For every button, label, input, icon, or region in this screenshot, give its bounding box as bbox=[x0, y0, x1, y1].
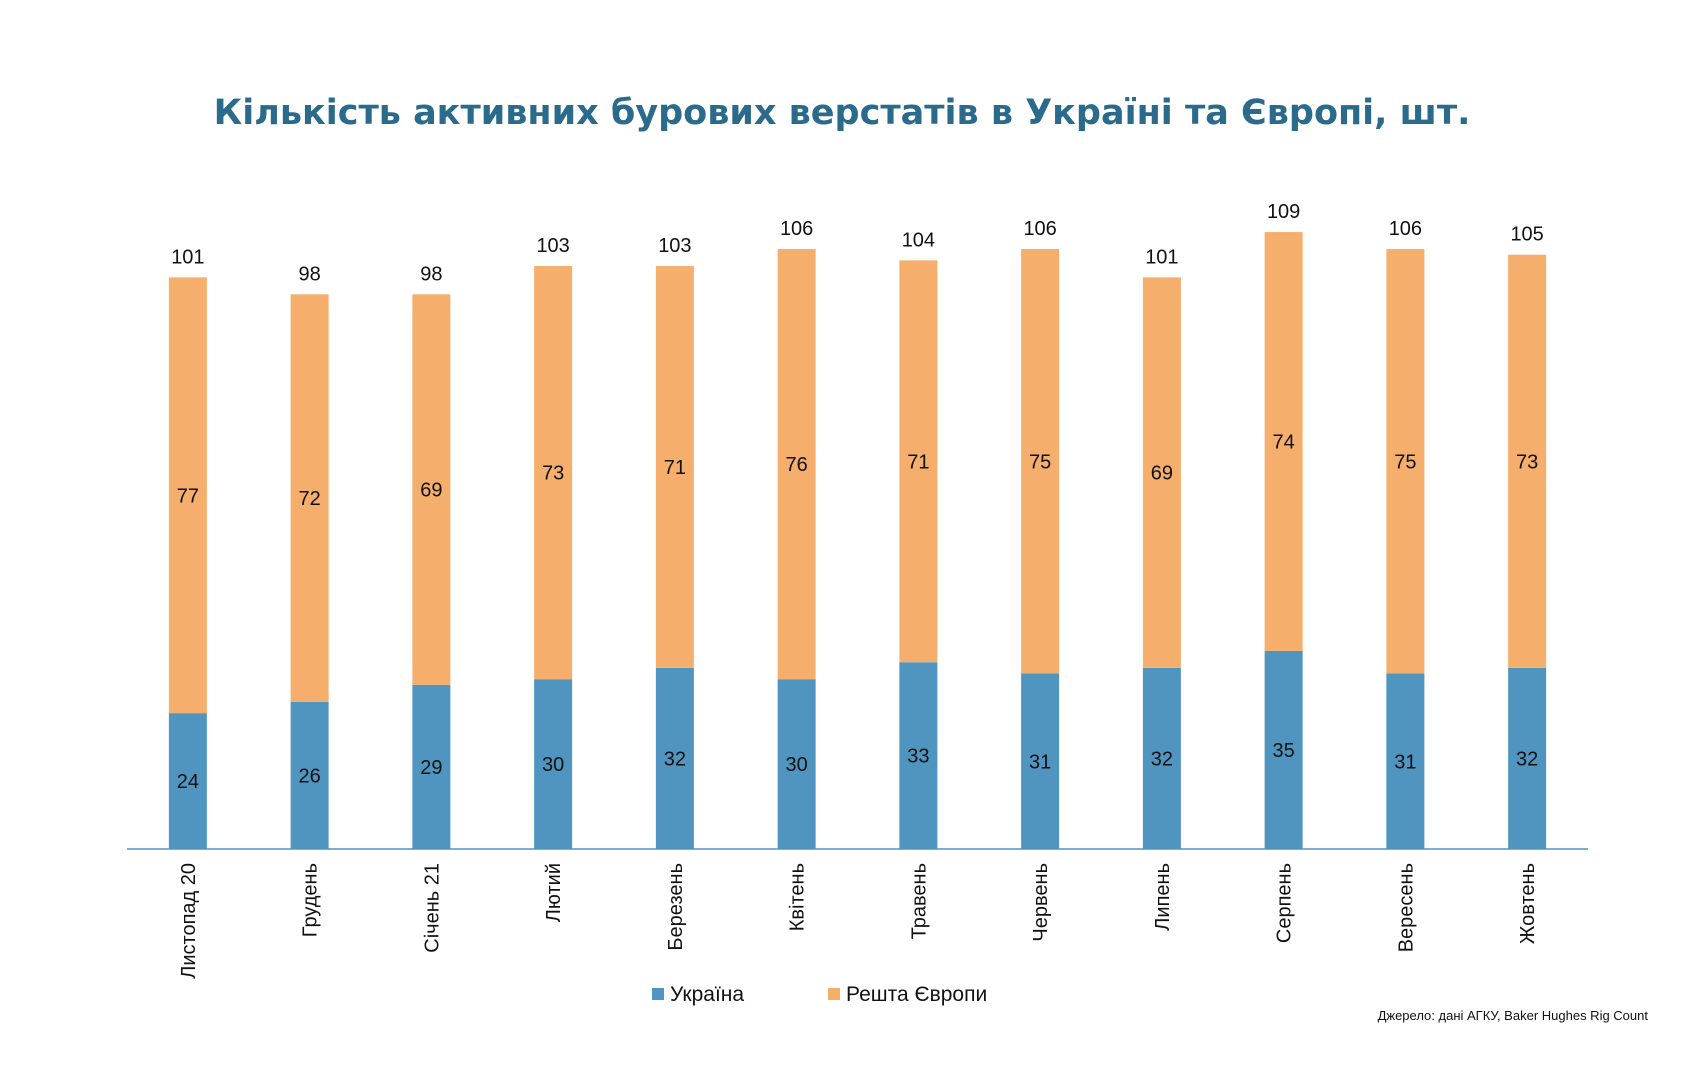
x-tick-label-5: Квітень bbox=[787, 863, 809, 931]
bar-ukraine-1 bbox=[290, 701, 329, 849]
bar-rest-of-europe-4 bbox=[655, 266, 694, 668]
data-label-ukraine-11: 32 bbox=[1516, 748, 1538, 770]
x-tick-label-10: Вересень bbox=[1395, 863, 1417, 952]
x-tick-label-8: Липень bbox=[1152, 863, 1174, 931]
data-label-rest-of-europe-1: 72 bbox=[299, 488, 321, 510]
bar-ukraine-11 bbox=[1508, 667, 1547, 849]
data-label-rest-of-europe-3: 73 bbox=[542, 463, 564, 485]
bar-ukraine-5 bbox=[777, 679, 816, 849]
x-tick-label-0: Листопад 20 bbox=[178, 863, 200, 979]
data-label-rest-of-europe-8: 69 bbox=[1151, 463, 1173, 485]
bar-ukraine-6 bbox=[899, 662, 938, 849]
data-label-ukraine-7: 31 bbox=[1029, 751, 1051, 773]
x-tick-label-2: Січень 21 bbox=[421, 863, 443, 953]
legend-swatch-ukraine bbox=[652, 988, 664, 1000]
data-label-ukraine-1: 26 bbox=[299, 765, 321, 787]
bar-ukraine-8 bbox=[1142, 667, 1181, 849]
bar-rest-of-europe-8 bbox=[1142, 277, 1181, 668]
data-label-total-0: 101 bbox=[171, 246, 204, 268]
chart-title: Кількість активних бурових верстатів в У… bbox=[214, 93, 1471, 133]
bar-ukraine-7 bbox=[1021, 673, 1060, 849]
data-label-ukraine-8: 32 bbox=[1151, 748, 1173, 770]
x-tick-label-6: Травень bbox=[908, 863, 930, 939]
data-label-rest-of-europe-2: 69 bbox=[420, 480, 442, 502]
x-tick-label-7: Червень bbox=[1030, 863, 1052, 942]
legend: Україна Решта Європи bbox=[652, 983, 987, 1006]
data-label-total-7: 106 bbox=[1023, 218, 1056, 240]
data-label-rest-of-europe-7: 75 bbox=[1029, 451, 1051, 473]
data-label-rest-of-europe-9: 74 bbox=[1273, 431, 1295, 453]
data-label-rest-of-europe-4: 71 bbox=[664, 457, 686, 479]
data-label-ukraine-9: 35 bbox=[1273, 740, 1295, 762]
data-label-rest-of-europe-0: 77 bbox=[177, 485, 199, 507]
bar-rest-of-europe-2 bbox=[412, 294, 451, 685]
legend-swatch-rest-of-europe bbox=[828, 988, 840, 1000]
data-label-rest-of-europe-5: 76 bbox=[786, 454, 808, 476]
bar-rest-of-europe-7 bbox=[1021, 249, 1060, 674]
bar-rest-of-europe-9 bbox=[1264, 232, 1303, 651]
data-label-ukraine-10: 31 bbox=[1394, 751, 1416, 773]
data-label-total-8: 101 bbox=[1145, 246, 1178, 268]
bar-ukraine-2 bbox=[412, 684, 451, 849]
bar-rest-of-europe-6 bbox=[899, 260, 938, 663]
source-note: Джерело: дані АГКУ, Baker Hughes Rig Cou… bbox=[1378, 1008, 1649, 1023]
data-label-total-2: 98 bbox=[420, 263, 442, 285]
x-tick-label-4: Березень bbox=[665, 863, 687, 951]
x-tick-label-11: Жовтень bbox=[1517, 863, 1539, 944]
x-tick-labels: Листопад 20 Грудень Січень 21 Лютий Березень… bbox=[178, 863, 1539, 979]
data-label-rest-of-europe-11: 73 bbox=[1516, 451, 1538, 473]
legend-label-rest-of-europe: Решта Європи bbox=[846, 983, 987, 1006]
data-label-rest-of-europe-6: 71 bbox=[907, 451, 929, 473]
data-label-rest-of-europe-10: 75 bbox=[1394, 451, 1416, 473]
bar-ukraine-9 bbox=[1264, 650, 1303, 849]
data-label-total-1: 98 bbox=[299, 263, 321, 285]
data-label-ukraine-2: 29 bbox=[420, 757, 442, 779]
data-label-total-6: 104 bbox=[902, 229, 935, 251]
bar-ukraine-4 bbox=[655, 667, 694, 849]
x-tick-label-9: Серпень bbox=[1274, 863, 1296, 943]
bar-rest-of-europe-3 bbox=[534, 266, 573, 680]
x-tick-label-3: Лютий bbox=[543, 863, 565, 922]
data-label-total-11: 105 bbox=[1510, 224, 1543, 246]
data-label-ukraine-5: 30 bbox=[786, 754, 808, 776]
bar-rest-of-europe-0 bbox=[168, 277, 207, 714]
data-label-total-10: 106 bbox=[1389, 218, 1422, 240]
legend-label-ukraine: Україна bbox=[670, 983, 744, 1006]
bar-ukraine-10 bbox=[1386, 673, 1425, 849]
data-label-total-4: 103 bbox=[658, 235, 691, 257]
x-tick-label-1: Грудень bbox=[300, 863, 322, 937]
data-label-total-3: 103 bbox=[536, 235, 569, 257]
data-label-total-5: 106 bbox=[780, 218, 813, 240]
data-label-ukraine-4: 32 bbox=[664, 748, 686, 770]
data-label-total-9: 109 bbox=[1267, 201, 1300, 223]
data-label-ukraine-3: 30 bbox=[542, 754, 564, 776]
bar-rest-of-europe-10 bbox=[1386, 249, 1425, 674]
bar-rest-of-europe-1 bbox=[290, 294, 329, 702]
data-label-ukraine-0: 24 bbox=[177, 771, 199, 793]
bar-rest-of-europe-5 bbox=[777, 249, 816, 680]
bars-layer: 24 77 101 26 72 98 29 69 98 30 73 103 32 71 103 30 76 106… bbox=[168, 201, 1547, 849]
bar-ukraine-0 bbox=[168, 713, 207, 849]
bar-rest-of-europe-11 bbox=[1508, 254, 1547, 668]
data-label-ukraine-6: 33 bbox=[907, 746, 929, 768]
bar-ukraine-3 bbox=[534, 679, 573, 849]
